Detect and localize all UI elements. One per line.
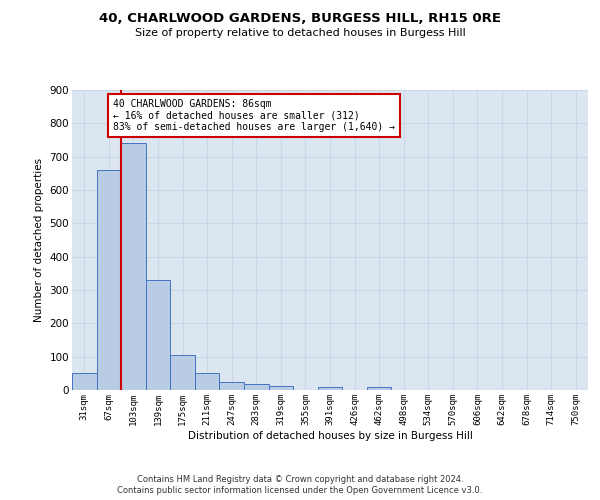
- Bar: [244, 384, 269, 390]
- Text: 40 CHARLWOOD GARDENS: 86sqm
← 16% of detached houses are smaller (312)
83% of se: 40 CHARLWOOD GARDENS: 86sqm ← 16% of det…: [113, 99, 395, 132]
- Text: Size of property relative to detached houses in Burgess Hill: Size of property relative to detached ho…: [134, 28, 466, 38]
- Bar: [367, 388, 391, 390]
- Text: Contains public sector information licensed under the Open Government Licence v3: Contains public sector information licen…: [118, 486, 482, 495]
- Text: 40, CHARLWOOD GARDENS, BURGESS HILL, RH15 0RE: 40, CHARLWOOD GARDENS, BURGESS HILL, RH1…: [99, 12, 501, 26]
- Bar: [146, 280, 170, 390]
- Bar: [97, 170, 121, 390]
- Text: Contains HM Land Registry data © Crown copyright and database right 2024.: Contains HM Land Registry data © Crown c…: [137, 475, 463, 484]
- Bar: [195, 374, 220, 390]
- Bar: [170, 355, 195, 390]
- Bar: [220, 382, 244, 390]
- Bar: [318, 388, 342, 390]
- Bar: [121, 144, 146, 390]
- Y-axis label: Number of detached properties: Number of detached properties: [34, 158, 44, 322]
- Bar: [269, 386, 293, 390]
- X-axis label: Distribution of detached houses by size in Burgess Hill: Distribution of detached houses by size …: [188, 430, 472, 440]
- Bar: [72, 374, 97, 390]
